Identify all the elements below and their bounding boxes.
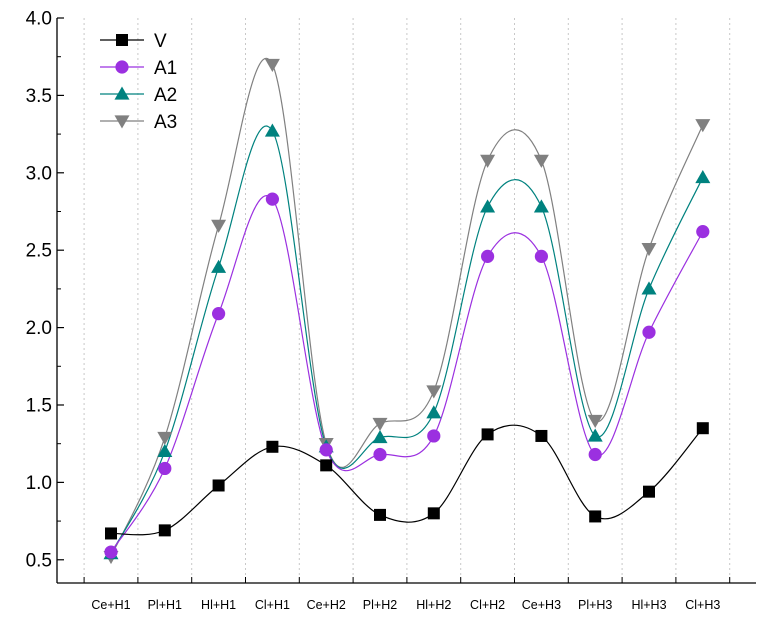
data-point-v	[696, 422, 709, 435]
y-tick-label: 1.0	[26, 473, 52, 494]
data-point-a3	[157, 431, 173, 445]
data-point-a2	[264, 123, 280, 137]
legend-item-a3: A3	[100, 112, 177, 133]
legend: V A1 A2 A3	[100, 31, 177, 133]
data-point-a1	[427, 429, 441, 443]
data-point-a1	[534, 249, 549, 263]
legend-item-a1: A1	[100, 58, 177, 79]
data-point-a1	[265, 192, 279, 206]
legend-marker	[114, 115, 130, 129]
data-point-a1	[642, 325, 656, 339]
data-point-v	[589, 510, 602, 523]
data-point-a2	[211, 259, 227, 273]
legend-label: A2	[154, 85, 177, 106]
y-tick-label: 1.5	[26, 395, 52, 416]
legend-label: A3	[154, 112, 177, 133]
data-point-a1	[319, 443, 333, 457]
data-point-v	[266, 440, 279, 453]
data-point-a1	[212, 307, 226, 321]
data-point-a1	[696, 225, 710, 239]
data-point-v	[158, 524, 171, 537]
x-tick-label: Ce+H2	[307, 598, 346, 612]
y-tick-label: 3.0	[26, 163, 52, 184]
y-tick-label: 4.0	[26, 9, 52, 30]
data-point-v	[427, 507, 440, 520]
x-tick-label: Cl+H3	[685, 598, 720, 612]
data-point-v	[105, 527, 117, 540]
x-tick-label: Hl+H1	[201, 598, 236, 612]
data-point-a1	[158, 461, 172, 476]
x-tick-label: Hl+H2	[416, 598, 451, 612]
x-tick-label: Cl+H2	[470, 598, 505, 612]
x-tick-label: Pl+H3	[578, 598, 612, 612]
data-point-a2	[372, 429, 388, 444]
data-point-v	[212, 479, 225, 492]
y-tick-label: 3.5	[26, 86, 52, 107]
axes: 0.5 1.0 1.5 2.0 2.5 3.0 3.5 4.0 Ce+H1 Pl+H1 Hl+H1 C…	[26, 9, 756, 612]
data-point-a3	[264, 58, 280, 72]
x-tick-label: Ce+H3	[522, 598, 561, 612]
x-tick-label: Hl+H3	[631, 598, 666, 612]
data-point-v	[643, 485, 655, 498]
data-point-a1	[104, 545, 118, 559]
data-point-v	[535, 429, 548, 442]
data-point-a2	[426, 405, 442, 419]
series-layer	[103, 57, 711, 565]
data-point-a3	[533, 154, 549, 168]
data-point-a1	[481, 249, 495, 263]
x-tick-label: Pl+H1	[148, 598, 182, 612]
y-tick-label: 0.5	[26, 550, 52, 571]
data-point-a3	[480, 154, 496, 168]
y-tick-label: 2.0	[26, 318, 52, 339]
data-point-v	[374, 508, 386, 521]
data-point-a1	[588, 447, 602, 462]
x-tick-label: Pl+H2	[363, 598, 397, 612]
data-point-a2	[157, 443, 173, 458]
x-tick-label: Ce+H1	[91, 598, 130, 612]
data-point-a3	[695, 119, 711, 133]
data-point-a2	[695, 169, 711, 184]
data-point-a3	[641, 243, 657, 257]
data-point-a3	[587, 414, 603, 428]
data-point-a3	[211, 219, 227, 233]
x-tick-label: Cl+H1	[255, 598, 290, 612]
data-point-a2	[587, 428, 603, 442]
legend-item-a2: A2	[100, 85, 177, 106]
y-tick-label: 2.5	[26, 241, 52, 262]
data-point-a2	[641, 281, 657, 295]
legend-label: A1	[154, 58, 177, 79]
legend-marker	[116, 34, 128, 46]
data-point-a3	[372, 417, 388, 432]
grid-layer	[83, 18, 731, 583]
markers-a1	[104, 192, 710, 559]
data-point-a3	[426, 385, 442, 399]
legend-marker	[115, 60, 129, 74]
data-point-v	[481, 428, 494, 441]
data-point-a2	[480, 199, 496, 213]
markers-v	[105, 422, 709, 540]
legend-label: V	[154, 31, 167, 52]
data-point-a2	[533, 199, 549, 213]
legend-marker	[114, 86, 130, 100]
legend-item-v: V	[100, 31, 167, 52]
data-point-a1	[373, 447, 387, 462]
data-point-v	[320, 459, 333, 472]
